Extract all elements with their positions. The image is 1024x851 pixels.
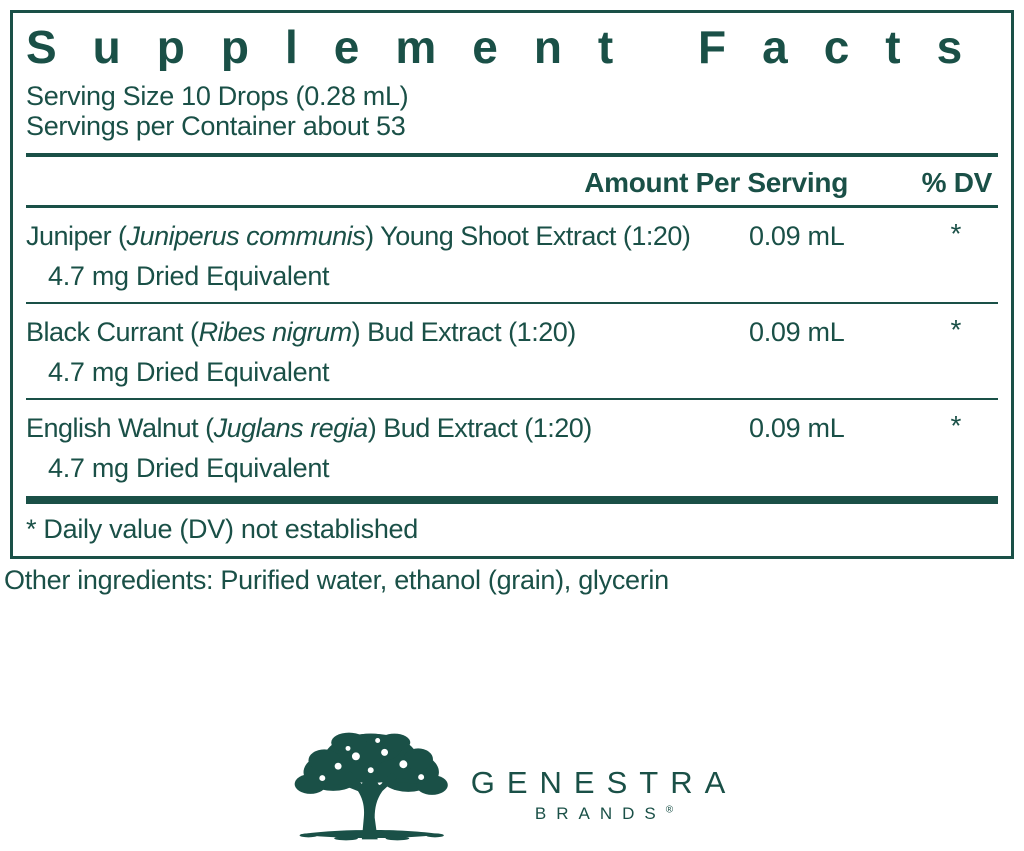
brand-sub: BRANDS® [471, 804, 738, 824]
ingredient-name: Juniper (Juniperus communis) Young Shoot… [26, 221, 738, 251]
facts-title: Supplement Facts [26, 23, 998, 71]
brand-text: GENESTRA BRANDS® [471, 749, 738, 824]
ingredient-name-prefix: English Walnut ( [26, 413, 214, 443]
ingredient-dv: * [950, 410, 962, 441]
ingredient-name-prefix: Black Currant ( [26, 317, 199, 347]
ingredient-amount: 0.09 mL [749, 221, 845, 251]
dv-footnote: * Daily value (DV) not established [26, 514, 418, 544]
ingredient-dv: * [950, 314, 962, 345]
ingredient-name: Black Currant (Ribes nigrum) Bud Extract… [26, 317, 738, 347]
brand-name: GENESTRA [470, 765, 738, 800]
ingredient-latin-name: Juglans regia [213, 413, 369, 443]
ingredient-amount: 0.09 mL [749, 413, 845, 443]
column-header-amount: Amount Per Serving [584, 167, 848, 198]
servings-per-container: Servings per Container about 53 [26, 111, 406, 141]
ingredient-row-juniper: Juniper (Juniperus communis) Young Shoot… [26, 208, 998, 302]
ingredient-row-english-walnut: English Walnut (Juglans regia) Bud Extra… [26, 400, 998, 494]
label-page: { "colors": { "teal": "#1a5047" }, "fact… [0, 10, 1024, 850]
divider-row [26, 302, 998, 304]
ingredient-amount: 0.09 mL [749, 317, 845, 347]
ingredient-equivalent: 4.7 mg Dried Equivalent [48, 261, 330, 291]
ingredient-equivalent: 4.7 mg Dried Equivalent [48, 453, 330, 483]
brand-sub-label: BRANDS [534, 804, 666, 823]
brand-logo: GENESTRA BRANDS® [287, 722, 738, 851]
other-ingredients: Other ingredients: Purified water, ethan… [4, 565, 669, 595]
ingredient-equivalent: 4.7 mg Dried Equivalent [48, 357, 330, 387]
registered-mark-icon: ® [665, 804, 674, 816]
divider-footnote [26, 496, 998, 504]
ingredient-dv: * [950, 218, 962, 249]
ingredient-latin-name: Juniperus communis [126, 221, 366, 251]
ingredient-name-suffix: ) Young Shoot Extract (1:20) [365, 221, 691, 251]
divider-row [26, 398, 998, 400]
ingredient-name-suffix: ) Bud Extract (1:20) [367, 413, 593, 443]
ingredient-name-suffix: ) Bud Extract (1:20) [351, 317, 577, 347]
divider-header [26, 205, 998, 208]
ingredient-row-black-currant: Black Currant (Ribes nigrum) Bud Extract… [26, 304, 998, 398]
ingredient-name-prefix: Juniper ( [26, 221, 127, 251]
table-header-row: Amount Per Serving % DV [26, 157, 998, 205]
ingredient-latin-name: Ribes nigrum [198, 317, 353, 347]
column-header-dv: % DV [921, 167, 993, 198]
divider-top [26, 153, 998, 157]
supplement-facts-panel: Supplement Facts Serving Size 10 Drops (… [10, 10, 1014, 559]
ingredient-name: English Walnut (Juglans regia) Bud Extra… [26, 413, 738, 443]
tree-icon [287, 722, 455, 851]
serving-size: Serving Size 10 Drops (0.28 mL) [26, 81, 409, 111]
